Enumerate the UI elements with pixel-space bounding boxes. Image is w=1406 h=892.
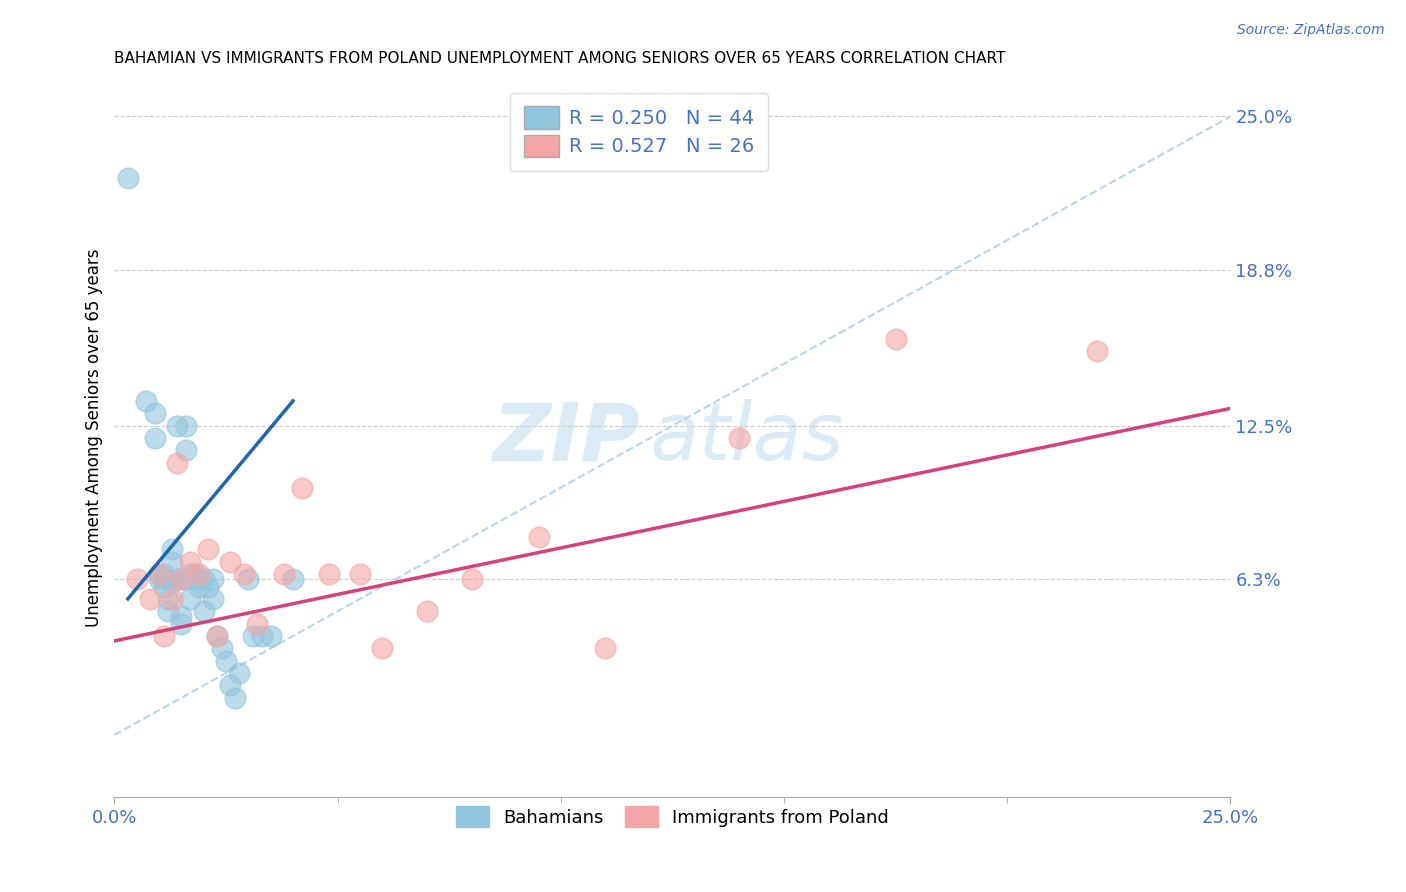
- Point: [166, 572, 188, 586]
- Point: [117, 171, 139, 186]
- Point: [211, 641, 233, 656]
- Point: [162, 591, 184, 606]
- Point: [170, 572, 193, 586]
- Point: [318, 567, 340, 582]
- Point: [349, 567, 371, 582]
- Point: [148, 572, 170, 586]
- Point: [166, 418, 188, 433]
- Point: [215, 654, 238, 668]
- Point: [205, 629, 228, 643]
- Point: [205, 629, 228, 643]
- Point: [170, 572, 193, 586]
- Point: [884, 332, 907, 346]
- Point: [527, 530, 550, 544]
- Point: [166, 456, 188, 470]
- Point: [125, 572, 148, 586]
- Point: [148, 567, 170, 582]
- Point: [201, 572, 224, 586]
- Text: Source: ZipAtlas.com: Source: ZipAtlas.com: [1237, 23, 1385, 37]
- Point: [152, 580, 174, 594]
- Point: [152, 629, 174, 643]
- Point: [179, 591, 201, 606]
- Point: [371, 641, 394, 656]
- Point: [162, 555, 184, 569]
- Point: [179, 567, 201, 582]
- Point: [152, 572, 174, 586]
- Point: [197, 580, 219, 594]
- Point: [224, 690, 246, 705]
- Point: [291, 481, 314, 495]
- Point: [184, 572, 207, 586]
- Point: [460, 572, 482, 586]
- Point: [219, 555, 242, 569]
- Point: [595, 641, 617, 656]
- Text: atlas: atlas: [650, 399, 845, 477]
- Point: [162, 542, 184, 557]
- Point: [416, 604, 439, 618]
- Point: [156, 591, 179, 606]
- Point: [260, 629, 283, 643]
- Point: [179, 555, 201, 569]
- Point: [152, 567, 174, 582]
- Point: [242, 629, 264, 643]
- Point: [201, 591, 224, 606]
- Text: ZIP: ZIP: [492, 399, 638, 477]
- Point: [188, 580, 211, 594]
- Point: [174, 572, 197, 586]
- Point: [143, 431, 166, 445]
- Point: [184, 567, 207, 582]
- Point: [232, 567, 254, 582]
- Point: [238, 572, 260, 586]
- Point: [188, 572, 211, 586]
- Point: [174, 443, 197, 458]
- Point: [139, 591, 162, 606]
- Point: [156, 604, 179, 618]
- Point: [188, 567, 211, 582]
- Point: [143, 406, 166, 420]
- Point: [273, 567, 295, 582]
- Text: BAHAMIAN VS IMMIGRANTS FROM POLAND UNEMPLOYMENT AMONG SENIORS OVER 65 YEARS CORR: BAHAMIAN VS IMMIGRANTS FROM POLAND UNEMP…: [114, 51, 1005, 66]
- Point: [170, 616, 193, 631]
- Point: [228, 666, 250, 681]
- Point: [148, 567, 170, 582]
- Point: [219, 678, 242, 692]
- Point: [135, 394, 157, 409]
- Legend: Bahamians, Immigrants from Poland: Bahamians, Immigrants from Poland: [449, 799, 896, 834]
- Point: [174, 418, 197, 433]
- Point: [281, 572, 304, 586]
- Point: [728, 431, 751, 445]
- Point: [250, 629, 273, 643]
- Point: [156, 572, 179, 586]
- Point: [170, 609, 193, 624]
- Point: [193, 604, 215, 618]
- Point: [193, 572, 215, 586]
- Point: [197, 542, 219, 557]
- Point: [1085, 344, 1108, 359]
- Point: [246, 616, 269, 631]
- Y-axis label: Unemployment Among Seniors over 65 years: Unemployment Among Seniors over 65 years: [86, 249, 103, 627]
